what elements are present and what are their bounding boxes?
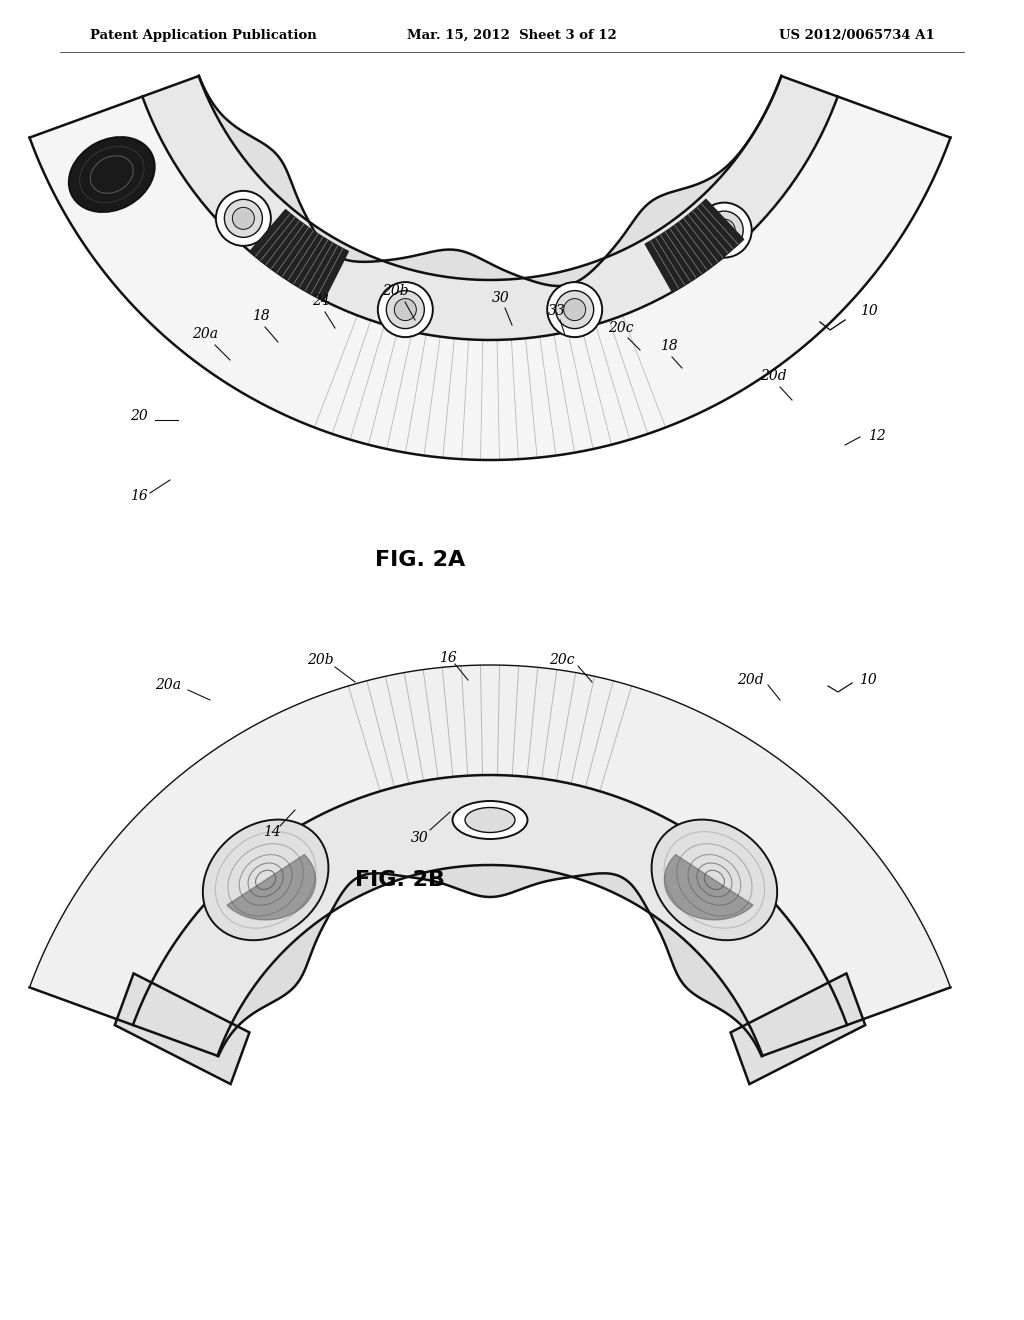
Text: 16: 16 — [439, 651, 457, 665]
Ellipse shape — [69, 137, 155, 213]
Ellipse shape — [706, 211, 743, 249]
Ellipse shape — [556, 290, 594, 329]
Ellipse shape — [216, 191, 271, 246]
Text: 30: 30 — [492, 290, 510, 305]
Polygon shape — [730, 973, 865, 1084]
Ellipse shape — [232, 207, 254, 230]
Text: 16: 16 — [130, 488, 147, 503]
Polygon shape — [227, 854, 315, 920]
Text: Patent Application Publication: Patent Application Publication — [90, 29, 316, 41]
Text: 20b: 20b — [382, 284, 409, 298]
Ellipse shape — [465, 808, 515, 833]
Ellipse shape — [563, 298, 586, 321]
Ellipse shape — [713, 219, 735, 242]
Polygon shape — [645, 199, 743, 292]
Polygon shape — [30, 96, 950, 459]
Polygon shape — [250, 210, 348, 301]
Ellipse shape — [696, 202, 752, 257]
Ellipse shape — [378, 282, 433, 337]
Text: 24: 24 — [312, 294, 330, 308]
Text: 33: 33 — [548, 304, 565, 318]
Polygon shape — [133, 775, 847, 1056]
Text: Mar. 15, 2012  Sheet 3 of 12: Mar. 15, 2012 Sheet 3 of 12 — [408, 29, 616, 41]
Text: 18: 18 — [252, 309, 269, 323]
Text: 20d: 20d — [736, 673, 763, 686]
Ellipse shape — [651, 820, 777, 940]
Text: 12: 12 — [868, 429, 886, 444]
Text: 20c: 20c — [549, 653, 574, 667]
Ellipse shape — [386, 290, 424, 329]
Text: 20a: 20a — [155, 678, 181, 692]
Text: 30: 30 — [411, 832, 429, 845]
Polygon shape — [199, 77, 781, 286]
Polygon shape — [217, 865, 763, 1056]
Text: US 2012/0065734 A1: US 2012/0065734 A1 — [779, 29, 935, 41]
Text: FIG. 2A: FIG. 2A — [375, 550, 465, 570]
Text: 20: 20 — [130, 409, 147, 422]
Ellipse shape — [394, 298, 417, 321]
Text: 14: 14 — [263, 825, 281, 840]
Text: 18: 18 — [660, 339, 678, 352]
Polygon shape — [115, 973, 250, 1084]
Text: 20b: 20b — [306, 653, 334, 667]
Polygon shape — [665, 854, 753, 920]
Polygon shape — [30, 665, 950, 1026]
Ellipse shape — [203, 820, 329, 940]
Ellipse shape — [453, 801, 527, 840]
Text: 20c: 20c — [608, 321, 634, 335]
Text: 10: 10 — [859, 673, 877, 686]
Text: 10: 10 — [860, 304, 878, 318]
Polygon shape — [142, 77, 838, 341]
Text: 20a: 20a — [193, 327, 218, 341]
Ellipse shape — [547, 282, 602, 337]
Text: 20d: 20d — [760, 370, 786, 383]
Ellipse shape — [224, 199, 262, 238]
Text: FIG. 2B: FIG. 2B — [355, 870, 445, 890]
